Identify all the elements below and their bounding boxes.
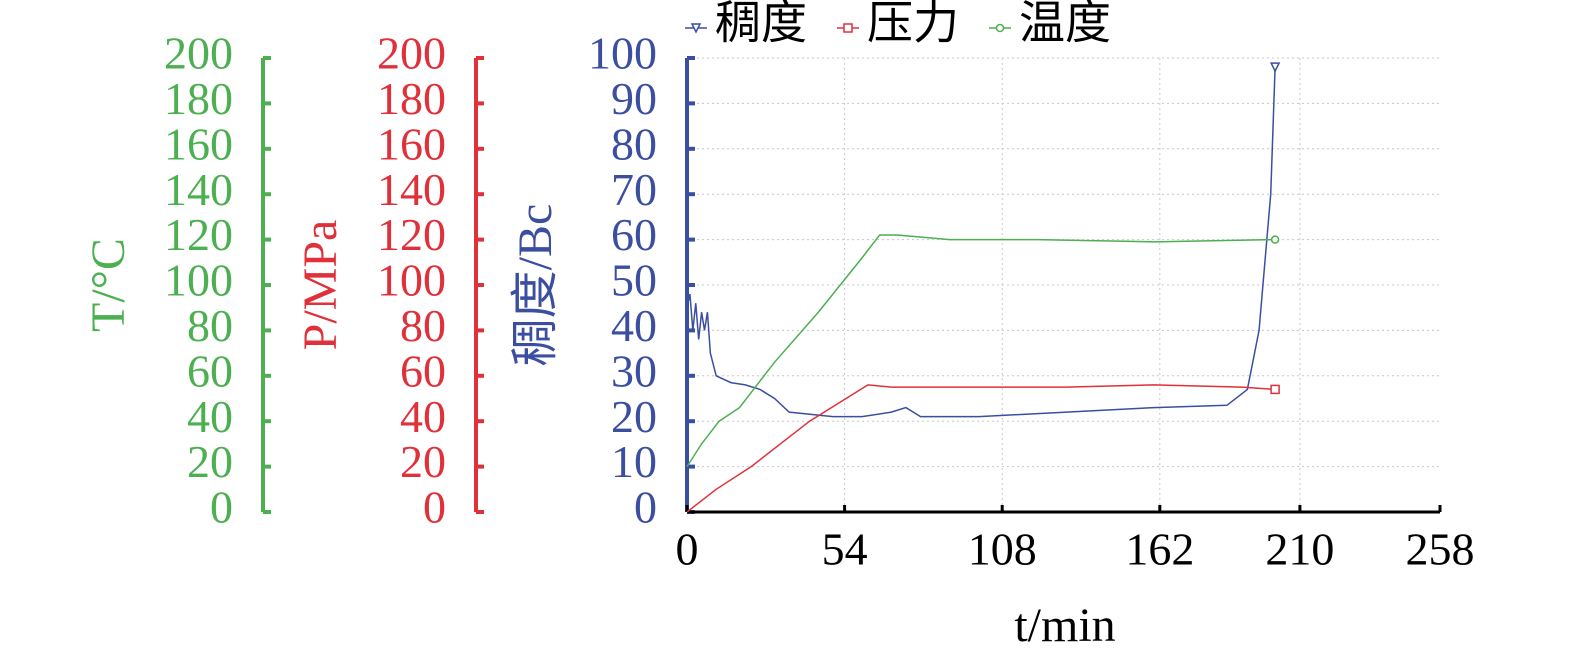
y-tick-label: 60 [400, 345, 446, 396]
y-tick-label: 100 [588, 28, 657, 79]
y-tick-label: 120 [377, 209, 446, 260]
y-axis-label: 稠度/Bc [509, 204, 562, 367]
y-tick-label: 60 [611, 209, 657, 260]
x-tick-label: 258 [1406, 524, 1475, 575]
y-tick-label: 160 [377, 118, 446, 169]
y-tick-label: 200 [377, 28, 446, 79]
y2-axis-label: P/MPa [294, 220, 347, 351]
legend-marker [995, 23, 1005, 33]
x-tick-label: 54 [822, 524, 868, 575]
y-tick-label: 100 [377, 255, 446, 306]
y-tick-label: 100 [164, 255, 233, 306]
x-tick-label: 108 [968, 524, 1037, 575]
y-tick-label: 20 [400, 436, 446, 487]
data-line [686, 67, 1276, 418]
end-marker [1270, 235, 1280, 244]
y-tick-label: 30 [611, 345, 657, 396]
y-tick-label: 40 [400, 391, 446, 442]
y-tick-label: 20 [611, 391, 657, 442]
x-axis-label: t/min [1014, 599, 1115, 652]
legend-label: 压力 [867, 0, 959, 49]
y-tick-label: 60 [187, 345, 233, 396]
y-tick-label: 10 [611, 436, 657, 487]
y-tick-label: 160 [164, 118, 233, 169]
end-marker [1270, 384, 1280, 395]
y-tick-label: 180 [164, 73, 233, 124]
y-tick-label: 140 [164, 164, 233, 215]
y-tick-label: 0 [634, 482, 657, 533]
y-tick-label: 0 [423, 482, 446, 533]
legend-marker [843, 23, 853, 33]
y-tick-label: 80 [187, 300, 233, 351]
x-tick-label: 210 [1265, 524, 1334, 575]
end-marker [1269, 62, 1281, 73]
data-line [686, 234, 1276, 468]
y-tick-label: 70 [611, 164, 657, 215]
legend-label: 稠度 [715, 0, 807, 49]
y-tick-label: 90 [611, 73, 657, 124]
y-tick-label: 80 [611, 118, 657, 169]
y-tick-label: 40 [187, 391, 233, 442]
y-tick-label: 40 [611, 300, 657, 351]
legend-marker [690, 23, 702, 34]
y-tick-label: 140 [377, 164, 446, 215]
legend-label: 温度 [1019, 0, 1111, 49]
y-tick-label: 200 [164, 28, 233, 79]
y-tick-label: 120 [164, 209, 233, 260]
y-tick-label: 0 [210, 482, 233, 533]
x-tick-label: 0 [676, 524, 699, 575]
y-tick-label: 50 [611, 255, 657, 306]
data-line [686, 384, 1276, 513]
y-tick-label: 180 [377, 73, 446, 124]
x-tick-label: 162 [1125, 524, 1194, 575]
y3-axis-label: T/°C [82, 238, 135, 332]
y-tick-label: 20 [187, 436, 233, 487]
y-tick-label: 80 [400, 300, 446, 351]
